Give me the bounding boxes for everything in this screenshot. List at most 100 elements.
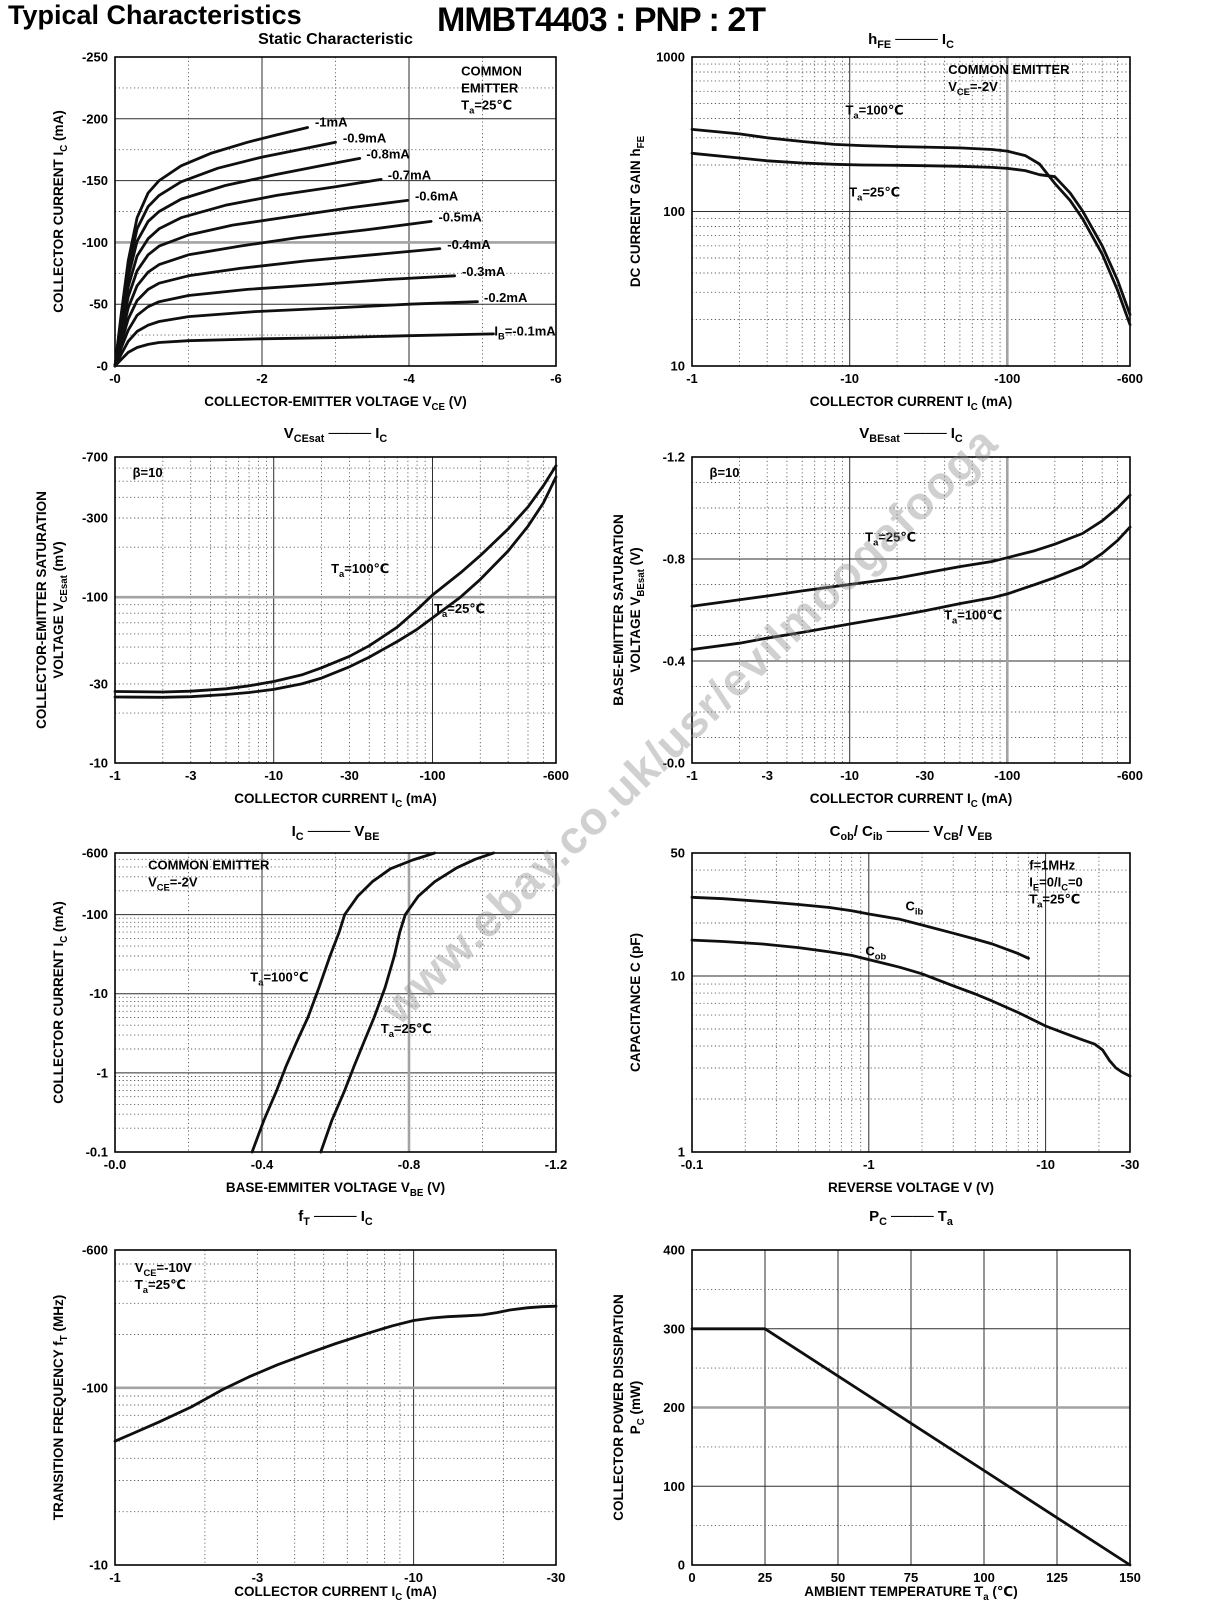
svg-text:-0.9mA: -0.9mA xyxy=(343,131,387,146)
svg-text:-1mA: -1mA xyxy=(315,115,348,130)
svg-text:IC ──── VBE: IC ──── VBE xyxy=(292,823,380,843)
svg-text:-3: -3 xyxy=(185,768,197,783)
svg-text:-0.8: -0.8 xyxy=(398,1157,420,1172)
svg-text:COLLECTOR-EMITTER VOLTAGE VC: COLLECTOR-EMITTER VOLTAGE VCE (V) xyxy=(204,394,466,413)
svg-text:COMMON EMITTER: COMMON EMITTER xyxy=(948,62,1070,77)
svg-text:TRANSITION FREQUENCY fT (M: TRANSITION FREQUENCY fT (MHz) xyxy=(51,1295,70,1520)
chart-capacitance-vs-reverse-voltage: Cib Cob f=1MHz IE=0/IC=0Ta=25℃ -0.1 -1 -10 -30 1… xyxy=(628,823,1139,1195)
svg-text:-3: -3 xyxy=(761,768,773,783)
svg-text:-100: -100 xyxy=(994,768,1020,783)
svg-text:COLLECTOR CURRENT IC (mA): COLLECTOR CURRENT IC (mA) xyxy=(234,791,437,810)
svg-text:-0.4: -0.4 xyxy=(663,654,686,669)
svg-text:-10: -10 xyxy=(89,1558,108,1573)
curve-static-characteristic-ib-0.7mA xyxy=(113,178,383,368)
curve-static-characteristic-ib-0.8mA xyxy=(113,157,362,368)
curve-hfe-vs-ic-ta-100c xyxy=(690,128,1132,327)
curve-capacitance-vs-reverse-voltage-cib xyxy=(690,895,1030,960)
svg-text:-0.3mA: -0.3mA xyxy=(462,264,506,279)
svg-text:-10: -10 xyxy=(264,768,283,783)
svg-text:150: 150 xyxy=(1119,1570,1141,1585)
svg-text:Ta=100℃: Ta=100℃ xyxy=(331,561,389,579)
curve-static-characteristic-ib-0.6mA xyxy=(113,199,409,368)
svg-text:BASE-EMMITER VOLTAGE VBE (: BASE-EMMITER VOLTAGE VBE (V) xyxy=(226,1180,445,1199)
curve-static-characteristic-ib-0.2mA xyxy=(113,300,479,368)
svg-text:-0.1: -0.1 xyxy=(681,1157,703,1172)
svg-text:-0.0: -0.0 xyxy=(104,1157,126,1172)
curve-static-characteristic-ib-0.3mA xyxy=(113,274,456,368)
svg-text:-600: -600 xyxy=(1117,768,1143,783)
svg-text:200: 200 xyxy=(663,1400,685,1415)
svg-text:50: 50 xyxy=(671,846,685,861)
svg-text:hFE ──── IC: hFE ──── IC xyxy=(868,31,954,51)
svg-text:Cob: Cob xyxy=(865,943,886,961)
svg-text:0: 0 xyxy=(688,1570,695,1585)
svg-text:-1: -1 xyxy=(863,1157,875,1172)
svg-text:Ta=25℃: Ta=25℃ xyxy=(1029,891,1080,909)
svg-text:-600: -600 xyxy=(82,846,108,861)
svg-text:25: 25 xyxy=(758,1570,772,1585)
svg-text:f=1MHz: f=1MHz xyxy=(1029,857,1075,872)
svg-text:-1.2: -1.2 xyxy=(545,1157,567,1172)
svg-text:Cib: Cib xyxy=(905,899,923,917)
svg-text:-0.4mA: -0.4mA xyxy=(447,237,491,252)
page-title: Typical Characteristics xyxy=(8,0,302,30)
svg-text:Ta=25℃: Ta=25℃ xyxy=(461,98,512,116)
svg-text:-0.0: -0.0 xyxy=(663,756,685,771)
svg-text:IE=0/IC=0: IE=0/IC=0 xyxy=(1029,874,1083,892)
svg-text:-30: -30 xyxy=(340,768,359,783)
svg-text:-200: -200 xyxy=(82,111,108,126)
svg-text:COLLECTOR-EMITTER SATURATION: COLLECTOR-EMITTER SATURATION xyxy=(34,491,49,729)
svg-text:-0.5mA: -0.5mA xyxy=(438,210,482,225)
curve-static-characteristic-ib-0.5mA xyxy=(113,220,433,368)
svg-text:COLLECTOR CURRENT IC (mA): COLLECTOR CURRENT IC (mA) xyxy=(810,394,1013,413)
svg-text:VOLTAGE VCEsat (mV): VOLTAGE VCEsat (mV) xyxy=(51,541,70,678)
curve-vcesat-vs-ic-ta-25c xyxy=(113,475,558,699)
svg-text:Ta=100℃: Ta=100℃ xyxy=(944,608,1002,626)
svg-text:-100: -100 xyxy=(82,235,108,250)
curve-static-characteristic-ib-0.4mA xyxy=(113,247,442,368)
curve-vbesat-vs-ic-ta-100c xyxy=(690,525,1132,651)
svg-text:VBEsat ──── IC: VBEsat ──── IC xyxy=(859,425,963,445)
svg-text:VCEsat ──── IC: VCEsat ──── IC xyxy=(284,425,388,445)
svg-text:-6: -6 xyxy=(550,371,562,386)
svg-text:Ta=25℃: Ta=25℃ xyxy=(865,529,916,547)
svg-text:-150: -150 xyxy=(82,173,108,188)
svg-text:-0: -0 xyxy=(96,359,108,374)
svg-text:DC CURRENT GAIN hFE: DC CURRENT GAIN hFE xyxy=(628,135,647,287)
curve-vbesat-vs-ic-ta-25c xyxy=(690,493,1132,608)
curve-ic-vs-vbe-ta-25c xyxy=(319,851,495,1154)
svg-text:-50: -50 xyxy=(89,297,108,312)
svg-text:Cob/ Cib ──── VCB/ VEB: Cob/ Cib ──── VCB/ VEB xyxy=(830,823,993,843)
svg-text:-600: -600 xyxy=(1117,371,1143,386)
svg-text:-1: -1 xyxy=(109,1570,121,1585)
svg-text:-0.6mA: -0.6mA xyxy=(415,189,459,204)
svg-text:β=10: β=10 xyxy=(133,465,163,480)
chart-cell-pc-vs-ta: 0 25 50 75 100 125 150 0 100 200 300 400 AMBIENT TEM… xyxy=(607,1200,1214,1600)
curve-capacitance-vs-reverse-voltage-cob xyxy=(690,938,1132,1078)
svg-text:-700: -700 xyxy=(82,450,108,465)
svg-text:-600: -600 xyxy=(543,768,569,783)
svg-text:-0.4: -0.4 xyxy=(251,1157,274,1172)
svg-text:-30: -30 xyxy=(89,676,108,691)
svg-text:EMITTER: EMITTER xyxy=(461,81,519,96)
chart-cell-hfe-vs-ic: Ta=100℃ Ta=25℃ COMMON EMITTER VCE=-2V -1 -10 -… xyxy=(607,28,1214,420)
svg-text:1000: 1000 xyxy=(656,50,685,65)
svg-text:10: 10 xyxy=(671,969,685,984)
curve-hfe-vs-ic-ta-25c xyxy=(690,151,1132,316)
svg-text:-10: -10 xyxy=(89,756,108,771)
chart-vbesat-vs-ic: Ta=25℃ Ta=100℃ β=10 -1 -3 -10 -30 -100 -600 -0.0 -… xyxy=(611,425,1143,810)
svg-text:-2: -2 xyxy=(256,371,268,386)
curve-pc-vs-ta-pc-derating xyxy=(690,1327,1132,1567)
chart-cell-vbesat-vs-ic: Ta=25℃ Ta=100℃ β=10 -1 -3 -10 -30 -100 -600 -0.0 -… xyxy=(607,420,1214,810)
svg-text:50: 50 xyxy=(831,1570,845,1585)
svg-text:COLLECTOR CURRENT IC (mA): COLLECTOR CURRENT IC (mA) xyxy=(234,1584,437,1600)
chart-cell-static-characteristic: -1mA -0.9mA -0.8mA -0.7mA -0.6mA -0.5mA -0.4mA… xyxy=(0,28,607,420)
svg-text:COMMON: COMMON xyxy=(461,64,522,79)
svg-text:-10: -10 xyxy=(840,768,859,783)
svg-text:PC (mW): PC (mW) xyxy=(628,1381,647,1435)
svg-text:-1: -1 xyxy=(109,768,121,783)
svg-text:β=10: β=10 xyxy=(710,465,740,480)
chart-pc-vs-ta: 0 25 50 75 100 125 150 0 100 200 300 400 AMBIENT TEM… xyxy=(611,1208,1141,1600)
svg-text:-100: -100 xyxy=(82,907,108,922)
